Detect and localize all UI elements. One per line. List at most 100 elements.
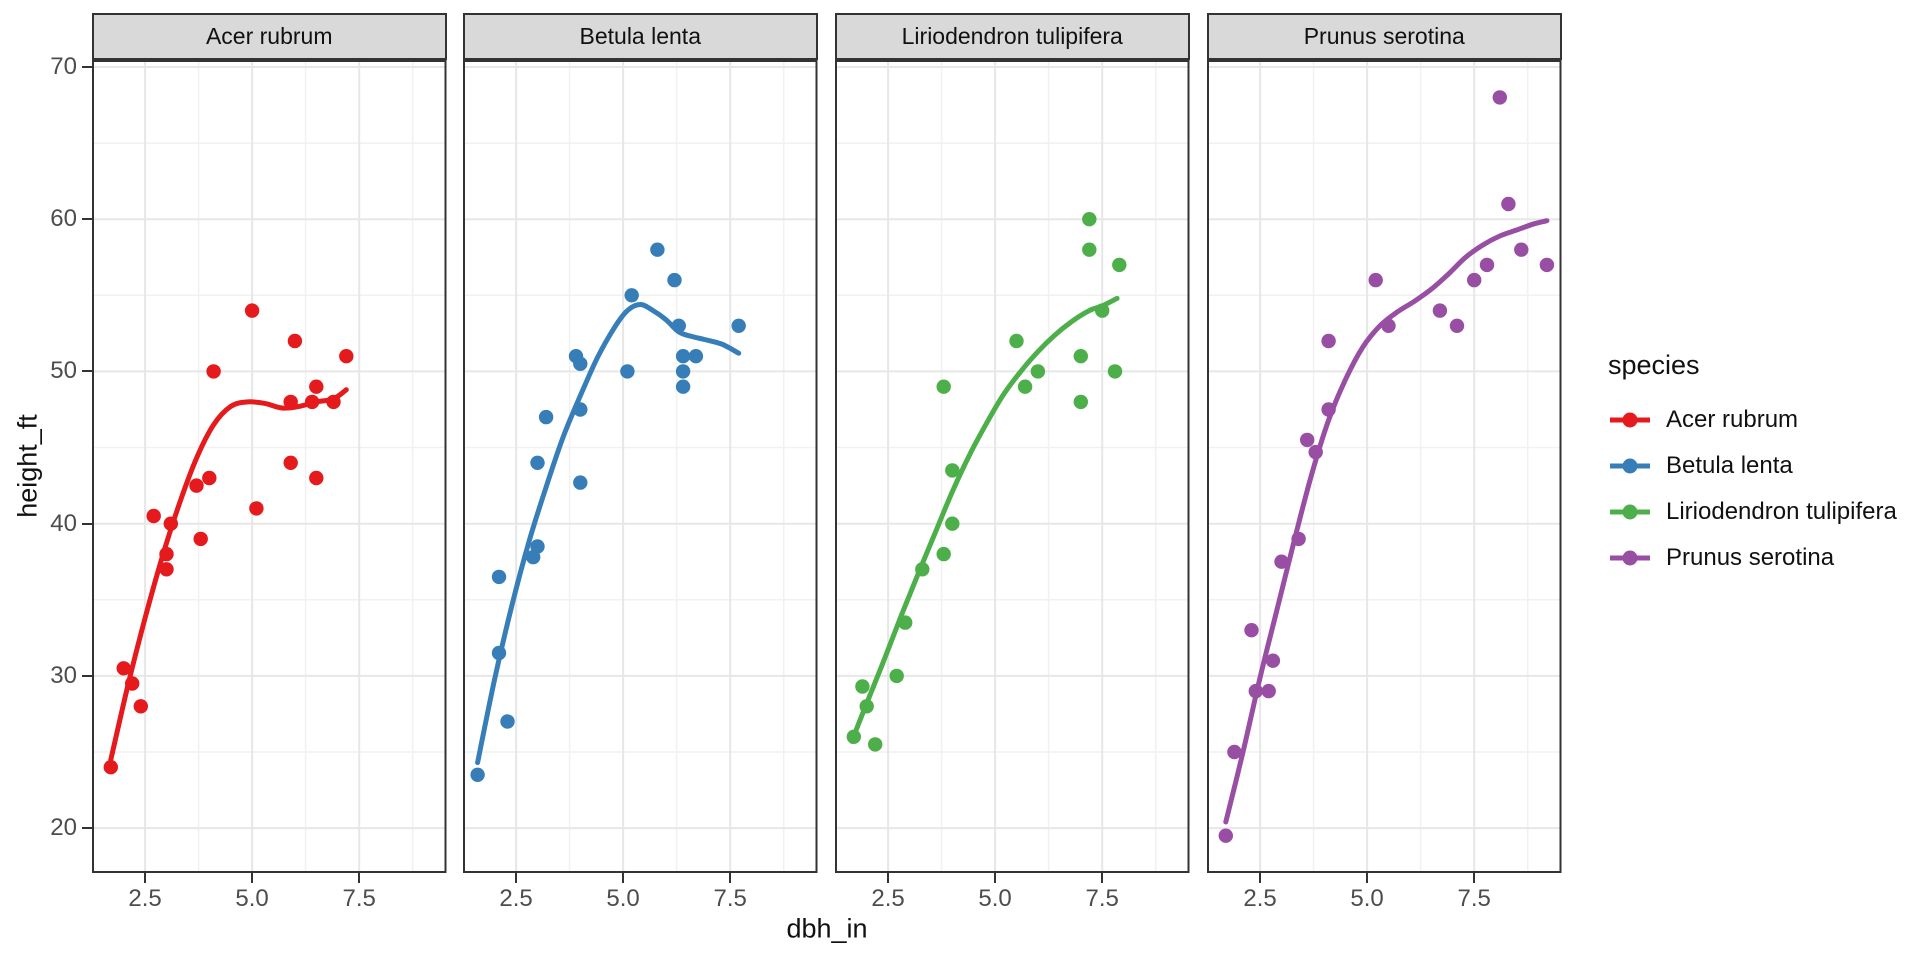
data-point xyxy=(1492,90,1507,105)
legend-item-betula-lenta: Betula lenta xyxy=(1608,443,1897,489)
data-point xyxy=(133,699,148,714)
facet-strip: Betula lenta xyxy=(463,13,818,60)
y-axis-tick xyxy=(82,674,92,677)
y-axis-tick xyxy=(82,370,92,373)
y-axis-tick xyxy=(82,218,92,221)
data-point xyxy=(1449,318,1465,333)
y-tick-label: 50 xyxy=(50,357,77,385)
data-point xyxy=(470,767,485,782)
data-point xyxy=(675,349,691,364)
data-point xyxy=(1300,432,1315,448)
legend-key-icon xyxy=(1610,458,1650,474)
x-axis-tick xyxy=(1473,873,1476,883)
data-point xyxy=(1073,394,1088,410)
facet-strip: Liriodendron tulipifera xyxy=(835,13,1190,60)
data-point xyxy=(287,333,303,349)
legend-key-icon xyxy=(1610,412,1650,428)
data-point xyxy=(189,478,204,493)
data-point xyxy=(936,546,951,562)
data-point xyxy=(1265,653,1281,668)
x-axis-tick xyxy=(144,873,147,883)
data-point xyxy=(945,463,960,478)
data-point xyxy=(688,349,704,364)
y-tick-label: 20 xyxy=(50,814,77,842)
data-point xyxy=(1082,242,1097,257)
data-point xyxy=(244,303,260,318)
data-point xyxy=(620,364,635,379)
data-point xyxy=(283,455,298,470)
legend-item-prunus-serotina: Prunus serotina xyxy=(1608,535,1897,581)
data-point xyxy=(1112,257,1127,273)
data-point xyxy=(309,470,324,486)
x-tick-label: 2.5 xyxy=(128,885,162,912)
plot-panel xyxy=(92,60,447,873)
data-point xyxy=(1501,196,1516,212)
data-point xyxy=(146,508,161,524)
data-point xyxy=(650,242,665,257)
data-point xyxy=(868,737,883,752)
smooth-trend-line xyxy=(849,295,1120,744)
facet-strip-label: Acer rubrum xyxy=(205,23,333,49)
facet-strip: Prunus serotina xyxy=(1207,13,1562,60)
data-point xyxy=(1082,212,1097,227)
data-point xyxy=(1107,364,1123,379)
smooth-trend-line xyxy=(1223,218,1550,825)
x-tick-label: 5.0 xyxy=(606,885,640,912)
x-axis-title: dbh_in xyxy=(786,913,868,944)
facet-strip: Acer rubrum xyxy=(92,13,447,60)
panel-canvas xyxy=(463,60,818,873)
data-point xyxy=(945,516,960,531)
x-tick-label: 7.5 xyxy=(342,885,376,912)
data-point xyxy=(1261,683,1276,699)
legend-key-point xyxy=(1622,458,1638,474)
panel-canvas xyxy=(835,60,1190,873)
legend-key-point xyxy=(1622,504,1638,520)
plot-panel xyxy=(1207,60,1562,873)
y-tick-label: 60 xyxy=(50,205,77,233)
facet-strip-label: Betula lenta xyxy=(579,23,701,49)
x-axis-tick xyxy=(994,873,997,883)
y-axis-tick xyxy=(82,827,92,830)
data-point xyxy=(1227,744,1242,760)
data-point xyxy=(1467,272,1482,288)
facet-betula-lenta: Betula lenta xyxy=(463,13,818,873)
facet-liriodendron-tulipifera: Liriodendron tulipifera xyxy=(835,13,1190,873)
data-point xyxy=(855,679,870,694)
data-point xyxy=(1030,364,1046,379)
data-point xyxy=(491,569,507,585)
y-axis-tick xyxy=(82,522,92,525)
data-point xyxy=(530,455,545,470)
data-point xyxy=(193,531,208,547)
y-axis-tick xyxy=(82,66,92,68)
panel-border xyxy=(92,60,447,873)
data-point xyxy=(1432,303,1448,318)
data-point xyxy=(889,668,904,684)
data-point xyxy=(339,349,354,364)
facet-strip-label: Prunus serotina xyxy=(1303,23,1465,49)
panel-border xyxy=(463,60,818,873)
data-point xyxy=(116,661,131,676)
x-tick-label: 7.5 xyxy=(1085,885,1119,912)
data-point xyxy=(500,714,515,729)
legend-label: Liriodendron tulipifera xyxy=(1666,498,1897,525)
data-point xyxy=(202,470,217,486)
data-point xyxy=(309,379,324,394)
legend-label: Prunus serotina xyxy=(1666,544,1835,571)
x-axis-tick xyxy=(622,873,625,883)
data-point xyxy=(1479,257,1495,273)
panel-border xyxy=(835,60,1190,873)
x-tick-label: 5.0 xyxy=(235,885,269,912)
x-axis-tick xyxy=(729,873,732,883)
data-point xyxy=(675,379,691,394)
data-point xyxy=(936,379,951,394)
data-point xyxy=(103,760,118,775)
legend-title: species xyxy=(1608,350,1700,380)
data-point xyxy=(1073,349,1088,364)
x-tick-label: 2.5 xyxy=(1243,885,1277,912)
data-point xyxy=(675,364,691,379)
legend-label: Acer rubrum xyxy=(1666,406,1799,433)
data-point xyxy=(667,272,682,288)
x-tick-label: 7.5 xyxy=(1457,885,1491,912)
data-point xyxy=(1274,554,1289,569)
legend-key-point xyxy=(1622,412,1638,428)
